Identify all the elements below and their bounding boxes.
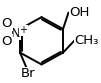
Text: CH₃: CH₃ — [75, 34, 99, 47]
Text: +: + — [19, 25, 27, 35]
Text: Br: Br — [21, 67, 35, 80]
Text: N: N — [11, 27, 20, 40]
Text: -: - — [2, 31, 6, 41]
Text: OH: OH — [69, 6, 90, 19]
Text: O: O — [2, 35, 12, 48]
Text: O: O — [2, 17, 12, 30]
